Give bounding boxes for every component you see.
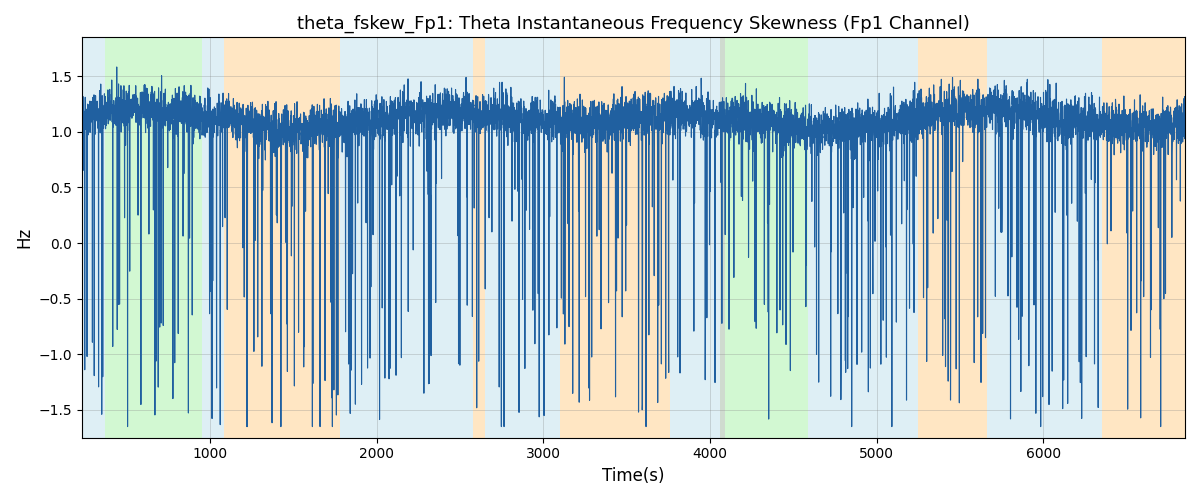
Bar [670, 38, 720, 438]
Bar [1102, 38, 1184, 438]
Bar [485, 38, 560, 438]
Bar [202, 38, 223, 438]
Bar [725, 38, 809, 438]
Title: theta_fskew_Fp1: Theta Instantaneous Frequency Skewness (Fp1 Channel): theta_fskew_Fp1: Theta Instantaneous Fre… [298, 15, 970, 34]
Bar [840, 38, 918, 438]
Bar [720, 38, 725, 438]
X-axis label: Time(s): Time(s) [602, 467, 665, 485]
Bar [223, 38, 340, 438]
Bar [82, 38, 106, 438]
Bar [560, 38, 670, 438]
Bar [1060, 38, 1102, 438]
Bar [809, 38, 840, 438]
Bar [474, 38, 485, 438]
Bar [918, 38, 986, 438]
Bar [986, 38, 1060, 438]
Bar [106, 38, 202, 438]
Bar [340, 38, 474, 438]
Y-axis label: Hz: Hz [14, 227, 32, 248]
